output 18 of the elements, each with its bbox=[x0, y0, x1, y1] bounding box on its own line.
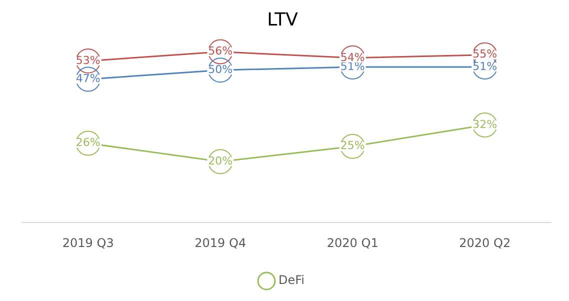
x-tick-label: 2019 Q3 bbox=[62, 236, 114, 250]
data-label: 55% bbox=[472, 48, 498, 61]
data-label: 50% bbox=[208, 62, 233, 76]
chart-title: LTV bbox=[267, 9, 299, 30]
data-label: 25% bbox=[340, 139, 365, 152]
data-label: 47% bbox=[76, 72, 100, 86]
data-label: 54% bbox=[340, 50, 365, 64]
x-tick-label: 2019 Q4 bbox=[194, 236, 246, 250]
data-label: 26% bbox=[76, 136, 100, 150]
x-tick-label: 2020 Q1 bbox=[326, 236, 378, 250]
data-label: 20% bbox=[208, 154, 233, 168]
x-tick-label: 2020 Q2 bbox=[459, 236, 511, 250]
data-label: 32% bbox=[472, 118, 498, 131]
legend-label: DeFi bbox=[278, 273, 305, 288]
data-label: 56% bbox=[208, 44, 233, 58]
data-label: 51% bbox=[472, 60, 498, 73]
data-label: 51% bbox=[340, 60, 365, 73]
data-label: 53% bbox=[76, 54, 100, 67]
